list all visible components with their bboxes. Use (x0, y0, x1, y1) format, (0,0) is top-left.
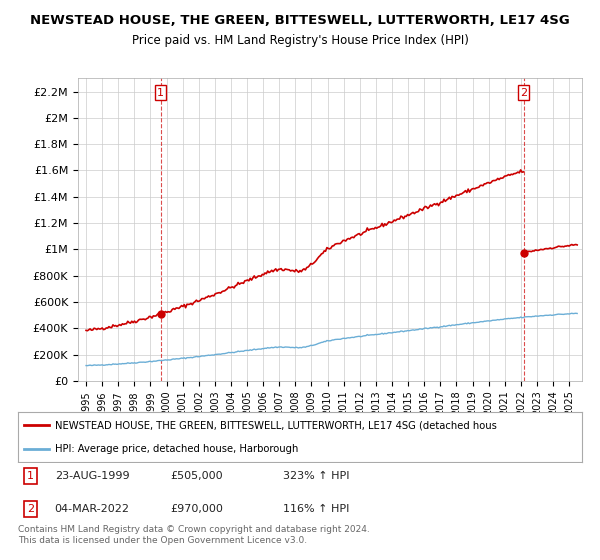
Text: 2: 2 (27, 504, 34, 514)
Text: NEWSTEAD HOUSE, THE GREEN, BITTESWELL, LUTTERWORTH, LE17 4SG: NEWSTEAD HOUSE, THE GREEN, BITTESWELL, L… (30, 14, 570, 27)
Text: 2: 2 (520, 87, 527, 97)
Text: Contains HM Land Registry data © Crown copyright and database right 2024.
This d: Contains HM Land Registry data © Crown c… (18, 525, 370, 545)
Text: 23-AUG-1999: 23-AUG-1999 (55, 471, 129, 481)
Text: 116% ↑ HPI: 116% ↑ HPI (283, 504, 349, 514)
Text: 1: 1 (157, 87, 164, 97)
Text: £505,000: £505,000 (170, 471, 223, 481)
Text: 04-MAR-2022: 04-MAR-2022 (55, 504, 130, 514)
Text: £970,000: £970,000 (170, 504, 223, 514)
Text: 323% ↑ HPI: 323% ↑ HPI (283, 471, 350, 481)
Text: Price paid vs. HM Land Registry's House Price Index (HPI): Price paid vs. HM Land Registry's House … (131, 34, 469, 46)
Text: 1: 1 (27, 471, 34, 481)
Text: HPI: Average price, detached house, Harborough: HPI: Average price, detached house, Harb… (55, 445, 298, 454)
Text: NEWSTEAD HOUSE, THE GREEN, BITTESWELL, LUTTERWORTH, LE17 4SG (detached hous: NEWSTEAD HOUSE, THE GREEN, BITTESWELL, L… (55, 420, 497, 430)
